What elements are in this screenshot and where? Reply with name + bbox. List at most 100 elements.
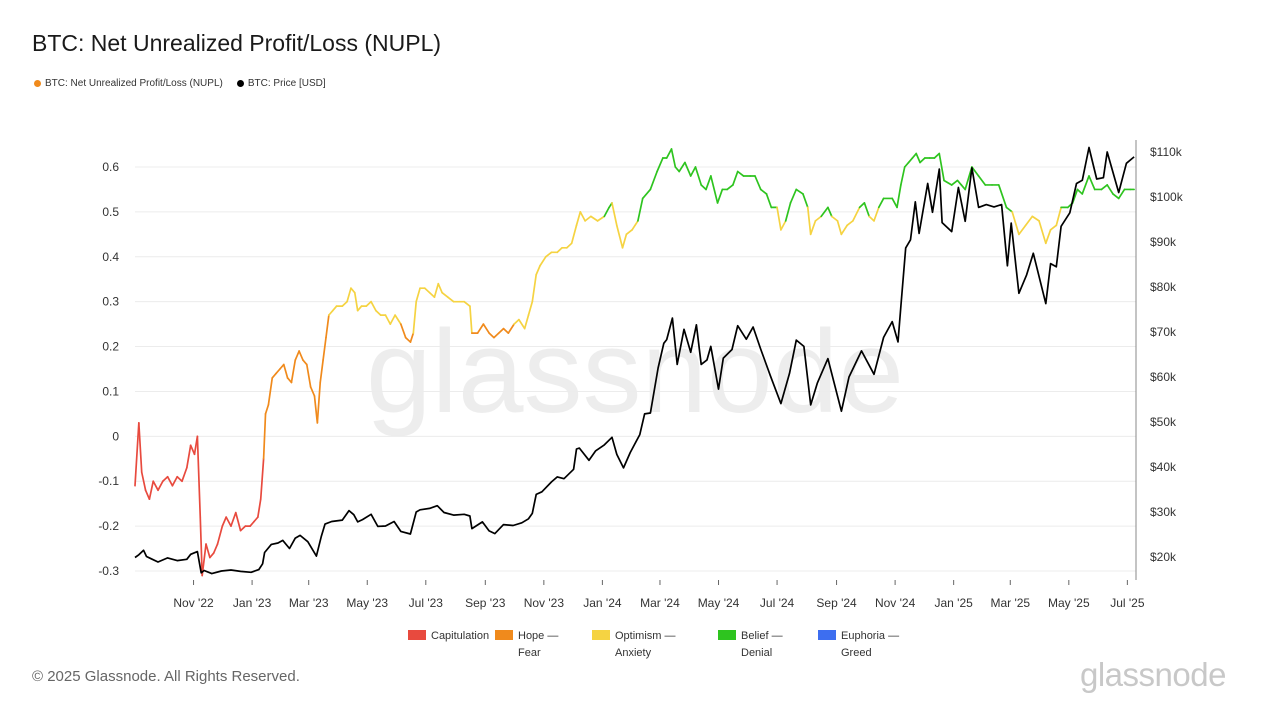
nupl-line-segment	[716, 188, 724, 204]
x-tick-label: Mar '25	[990, 596, 1030, 610]
x-tick-label: Mar '23	[289, 596, 329, 610]
x-tick-label: Nov '22	[173, 596, 214, 610]
nupl-line-segment	[933, 152, 941, 159]
nupl-line-segment	[830, 215, 839, 222]
zone-legend-item[interactable]: Hope — Fear	[495, 630, 558, 659]
nupl-line-segment	[428, 291, 436, 299]
nupl-line-segment	[1024, 215, 1034, 227]
zone-legend-item[interactable]: Euphoria — Greed	[818, 630, 899, 659]
nupl-line-segment	[997, 184, 1008, 209]
y-left-tick-label: -0.2	[98, 519, 119, 533]
nupl-line-segment	[196, 435, 202, 518]
nupl-line-segment	[802, 193, 809, 209]
nupl-line-segment	[765, 193, 773, 209]
y-left-tick-label: 0.2	[102, 340, 119, 354]
nupl-line-segment	[375, 309, 382, 316]
nupl-line-segment	[915, 152, 921, 164]
nupl-line-segment	[221, 516, 228, 527]
x-tick-label: Jul '23	[409, 596, 444, 610]
nupl-line-segment	[891, 197, 898, 209]
nupl-line-segment	[603, 206, 610, 218]
zone-legend-label: Belief —	[741, 630, 783, 642]
nupl-line-segment	[637, 197, 644, 222]
zone-legend-label: Capitulation	[431, 630, 489, 642]
nupl-line-segment	[907, 157, 914, 164]
zone-legend-item[interactable]: Capitulation	[408, 630, 489, 642]
nupl-line-segment	[262, 413, 267, 460]
nupl-line-segment	[868, 215, 875, 222]
zone-legend-swatch	[495, 630, 513, 640]
nupl-line-segment	[700, 184, 707, 191]
y-right-tick-label: $110k	[1150, 145, 1183, 159]
nupl-line-segment	[493, 332, 500, 339]
nupl-line-segment	[943, 179, 953, 186]
nupl-line-segment	[732, 170, 739, 186]
nupl-line-segment	[341, 300, 348, 308]
nupl-line-segment	[736, 170, 745, 177]
nupl-line-segment	[267, 377, 274, 406]
nupl-line-segment	[239, 525, 247, 532]
zone-legend-item[interactable]: Belief — Denial	[718, 630, 783, 659]
nupl-line-segment	[846, 220, 854, 227]
nupl-line-segment	[1011, 211, 1020, 236]
nupl-line-segment	[1038, 220, 1047, 245]
legend-label-nupl: BTC: Net Unrealized Profit/Loss (NUPL)	[45, 78, 223, 89]
nupl-line-segment	[726, 184, 734, 191]
nupl-line-segment	[611, 202, 618, 227]
copyright-text: © 2025 Glassnode. All Rights Reserved.	[32, 668, 300, 685]
nupl-line-segment	[590, 215, 599, 222]
nupl-line-segment	[346, 287, 352, 303]
nupl-line-segment	[275, 368, 281, 375]
nupl-line-segment	[754, 175, 762, 191]
nupl-line-segment	[776, 206, 782, 231]
nupl-line-segment	[656, 157, 664, 173]
nupl-line-segment	[507, 323, 515, 334]
nupl-line-segment	[302, 359, 308, 366]
nupl-line-segment	[463, 300, 471, 308]
x-tick-label: Nov '24	[875, 596, 916, 610]
legend-item-price[interactable]: BTC: Price [USD]	[236, 78, 326, 89]
nupl-line-segment	[896, 184, 902, 209]
nupl-line-segment	[641, 188, 652, 200]
nupl-line-segment	[225, 516, 232, 527]
nupl-line-segment	[840, 224, 848, 236]
legend-item-nupl[interactable]: BTC: Net Unrealized Profit/Loss (NUPL)	[34, 78, 223, 89]
x-tick-label: Sep '23	[465, 596, 506, 610]
nupl-line-segment	[294, 350, 300, 361]
zone-legend-item[interactable]: Optimism — Anxiety	[592, 630, 676, 659]
x-tick-label: Jan '25	[934, 596, 973, 610]
nupl-line-segment	[539, 255, 547, 267]
nupl-line-segment	[1049, 224, 1058, 231]
y-left-tick-label: -0.3	[98, 564, 119, 578]
x-tick-label: Jan '24	[583, 596, 622, 610]
zone-legend-swatch	[818, 630, 836, 640]
nupl-line-segment	[1055, 206, 1062, 227]
nupl-line-segment	[795, 188, 804, 195]
nupl-line-segment	[1112, 193, 1120, 200]
nupl-line-segment	[709, 175, 719, 204]
nupl-line-segment	[399, 323, 407, 339]
legend-marker-price	[236, 80, 244, 87]
nupl-line-segment	[319, 359, 324, 384]
nupl-line-segment	[784, 202, 792, 222]
nupl-line-segment	[789, 188, 798, 204]
nupl-line-segment	[328, 309, 334, 316]
nupl-line-segment	[253, 516, 259, 523]
nupl-line-segment	[625, 228, 633, 236]
y-right-tick-label: $50k	[1150, 415, 1177, 429]
nupl-line-segment	[497, 327, 505, 334]
nupl-line-segment	[205, 543, 211, 559]
nupl-line-segment	[900, 166, 906, 186]
nupl-line-segment	[134, 422, 140, 487]
zone-legend-swatch	[592, 630, 610, 640]
nupl-line-segment	[161, 475, 169, 483]
nupl-line-segment	[394, 314, 402, 325]
nupl-line-segment	[827, 206, 833, 218]
nupl-line-segment	[544, 251, 553, 258]
zone-legend-label: Euphoria —	[841, 630, 899, 642]
nupl-line-segment	[911, 152, 918, 159]
nupl-line-segment	[1117, 188, 1126, 200]
nupl-line-segment	[199, 516, 204, 577]
nupl-line-segment	[1071, 188, 1079, 204]
nupl-line-segment	[249, 520, 255, 527]
